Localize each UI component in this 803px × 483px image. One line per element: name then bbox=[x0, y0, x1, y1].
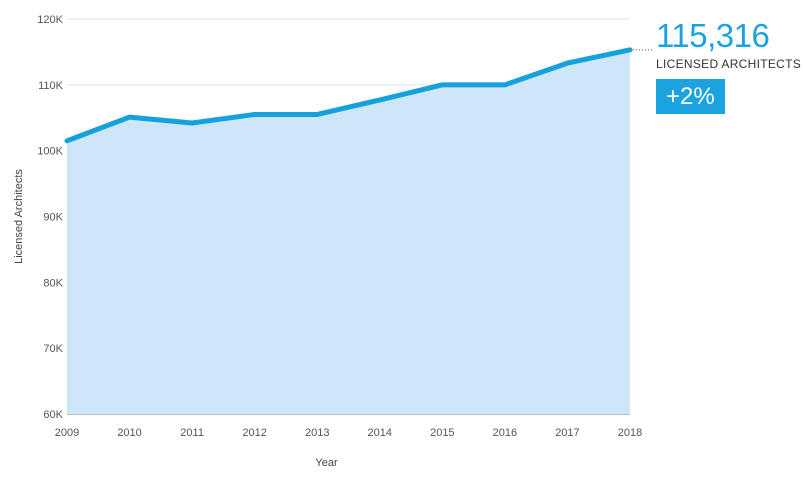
y-axis-title: Licensed Architects bbox=[13, 169, 25, 264]
x-tick-label: 2013 bbox=[305, 427, 329, 439]
x-axis-title: Year bbox=[315, 457, 338, 469]
y-tick-label: 70K bbox=[43, 343, 63, 355]
area-fill bbox=[67, 49, 630, 414]
x-tick-label: 2017 bbox=[555, 427, 579, 439]
y-tick-label: 80K bbox=[43, 277, 63, 289]
x-tick-label: 2011 bbox=[180, 427, 204, 439]
callout-value: 115,316 bbox=[656, 17, 770, 54]
y-tick-label: 60K bbox=[43, 409, 63, 421]
y-tick-label: 110K bbox=[38, 80, 64, 92]
y-tick-labels: 60K 70K 80K 90K 100K 110K 120K bbox=[37, 14, 63, 421]
x-tick-label: 2012 bbox=[242, 427, 266, 439]
change-badge: +2% bbox=[656, 79, 725, 114]
y-tick-label: 90K bbox=[43, 212, 63, 224]
x-tick-label: 2010 bbox=[117, 427, 141, 439]
y-tick-label: 120K bbox=[37, 14, 63, 26]
callout-caption: LICENSED ARCHITECTS bbox=[656, 57, 802, 71]
y-tick-label: 100K bbox=[37, 146, 63, 158]
x-tick-label: 2018 bbox=[618, 427, 642, 439]
x-tick-label: 2009 bbox=[55, 427, 79, 439]
x-tick-label: 2015 bbox=[430, 427, 454, 439]
x-tick-label: 2016 bbox=[493, 427, 517, 439]
x-tick-labels: 2009 2010 2011 2012 2013 2014 2015 2016 2017 2018 bbox=[55, 427, 642, 439]
latest-value-callout: 115,316 LICENSED ARCHITECTS +2% bbox=[656, 18, 801, 114]
x-tick-label: 2014 bbox=[368, 427, 392, 439]
series-line bbox=[64, 47, 633, 144]
